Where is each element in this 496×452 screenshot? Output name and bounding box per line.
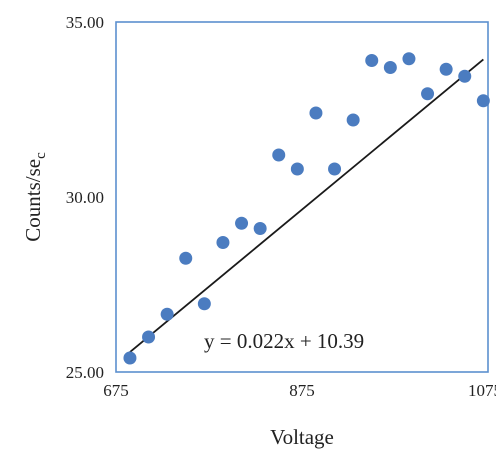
y-tick-label: 25.00 [66, 363, 104, 382]
data-point [346, 113, 360, 127]
data-point [439, 62, 453, 76]
x-axis: 675 875 1075 [103, 381, 496, 400]
data-point [197, 297, 211, 311]
y-tick-label: 30.00 [66, 188, 104, 207]
data-point [365, 54, 379, 67]
data-point [328, 162, 342, 176]
data-point [309, 106, 323, 120]
y-tick-label: 35.00 [66, 13, 104, 32]
data-point [402, 52, 416, 66]
x-axis-title: Voltage [270, 425, 334, 449]
data-point [179, 251, 193, 265]
data-point [216, 236, 230, 249]
data-point [421, 87, 435, 101]
data-point [476, 94, 490, 108]
data-point [160, 307, 174, 321]
trendline [129, 58, 484, 353]
x-tick-label: 675 [103, 381, 129, 400]
y-axis: 25.00 30.00 35.00 [66, 13, 104, 382]
y-axis-title-main: Counts/se [21, 159, 45, 242]
data-point [272, 148, 286, 162]
data-point [123, 351, 137, 365]
y-axis-title-subscript: c [33, 152, 49, 159]
equation-label: y = 0.022x + 10.39 [204, 329, 364, 353]
data-point [253, 222, 267, 235]
plot-frame [115, 21, 489, 373]
x-tick-label: 875 [289, 381, 315, 400]
x-tick-label: 1075 [468, 381, 496, 400]
data-point [290, 162, 304, 176]
y-axis-title: Counts/sec [21, 152, 49, 242]
data-point [458, 69, 472, 83]
data-point [142, 330, 156, 344]
data-point [235, 216, 249, 230]
data-points [123, 52, 490, 365]
data-point [383, 61, 397, 74]
